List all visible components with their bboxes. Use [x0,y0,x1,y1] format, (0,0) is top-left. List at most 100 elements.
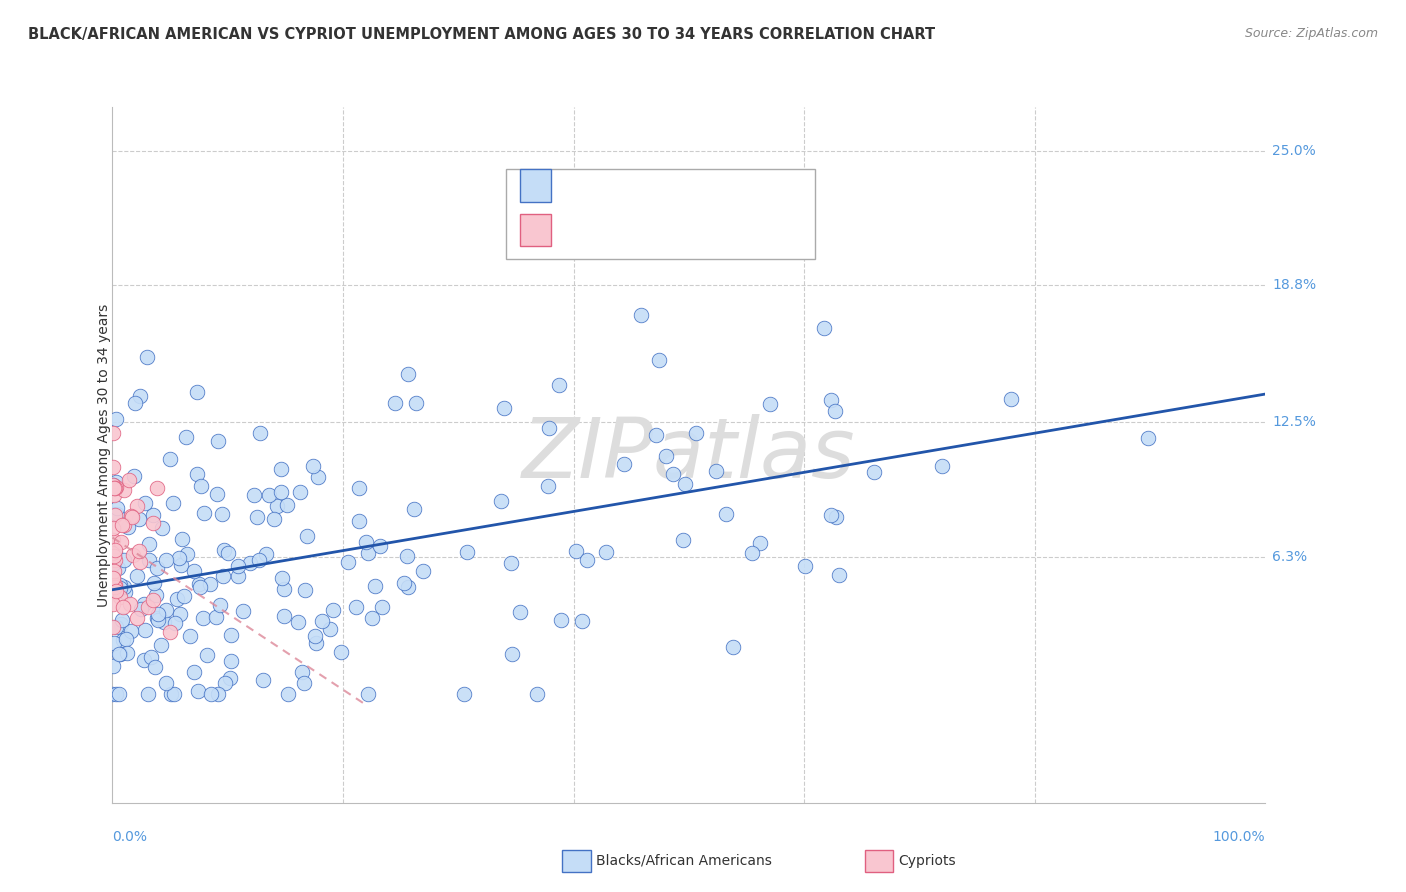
Point [721,640,744,654]
Point [273,609,295,624]
Text: Source: ZipAtlas.com: Source: ZipAtlas.com [1244,27,1378,40]
Point [357,546,380,560]
Text: 100.0%: 100.0% [1213,830,1265,844]
Point [347,514,370,528]
Point [132,653,155,667]
Point [820,508,842,523]
Text: R = -0.051  N =  42: R = -0.051 N = 42 [562,223,728,237]
Point [828,568,851,582]
Point [270,485,292,500]
Point [794,559,817,574]
Point [112,483,135,498]
Point [219,671,242,685]
Point [101,478,124,492]
Point [249,553,271,567]
Point [138,537,160,551]
Point [120,624,142,639]
Point [319,623,342,637]
Point [509,605,531,619]
Point [111,517,134,532]
Point [101,571,124,585]
Point [117,520,139,534]
Point [125,569,148,583]
Point [108,591,131,605]
Point [214,676,236,690]
Point [337,555,360,569]
Point [741,546,763,560]
Point [108,647,131,661]
Point [576,553,599,567]
Point [492,401,515,415]
Point [252,673,274,687]
Point [273,582,295,597]
Point [118,474,141,488]
Point [396,368,419,382]
Point [276,498,298,512]
Point [101,620,124,634]
Point [354,535,377,549]
Point [704,464,727,478]
Point [136,600,159,615]
Point [110,578,132,592]
Point [108,581,131,595]
Point [103,426,125,441]
Point [104,508,127,523]
Point [825,509,848,524]
Point [162,496,184,510]
Point [111,632,134,647]
Point [714,507,737,521]
Point [107,687,129,701]
Text: ZIPatlas: ZIPatlas [522,415,856,495]
Point [142,516,165,531]
Point [404,502,426,516]
Point [152,615,174,630]
Point [239,557,262,571]
Point [183,665,205,679]
Point [101,598,124,612]
Point [121,548,143,562]
Point [103,487,125,501]
Point [288,484,311,499]
Point [112,600,135,615]
Point [571,614,593,628]
Point [176,547,198,561]
Point [104,482,127,496]
Point [146,607,169,621]
Point [187,684,209,698]
Point [291,665,314,680]
Point [330,645,353,659]
Point [129,389,152,403]
Point [105,500,128,515]
Point [101,459,124,474]
Point [595,545,617,559]
Point [295,529,318,543]
Point [655,450,678,464]
Point [188,580,211,594]
Point [357,687,380,701]
Point [412,564,434,578]
Point [195,648,218,662]
Point [107,561,129,575]
Point [405,395,427,409]
Point [673,477,696,491]
Point [134,496,156,510]
Point [228,559,250,574]
Point [121,510,143,524]
Point [143,575,166,590]
Point [294,582,316,597]
Point [122,469,145,483]
Point [104,580,127,594]
Point [104,553,127,567]
Point [198,577,221,591]
Point [347,481,370,495]
Point [384,396,406,410]
Point [136,351,159,365]
Point [266,500,288,514]
Point [128,544,150,558]
Point [139,650,162,665]
Point [292,676,315,690]
Text: Cypriots: Cypriots [898,854,956,868]
Point [322,603,344,617]
Text: 12.5%: 12.5% [1272,416,1316,429]
Point [368,539,391,553]
